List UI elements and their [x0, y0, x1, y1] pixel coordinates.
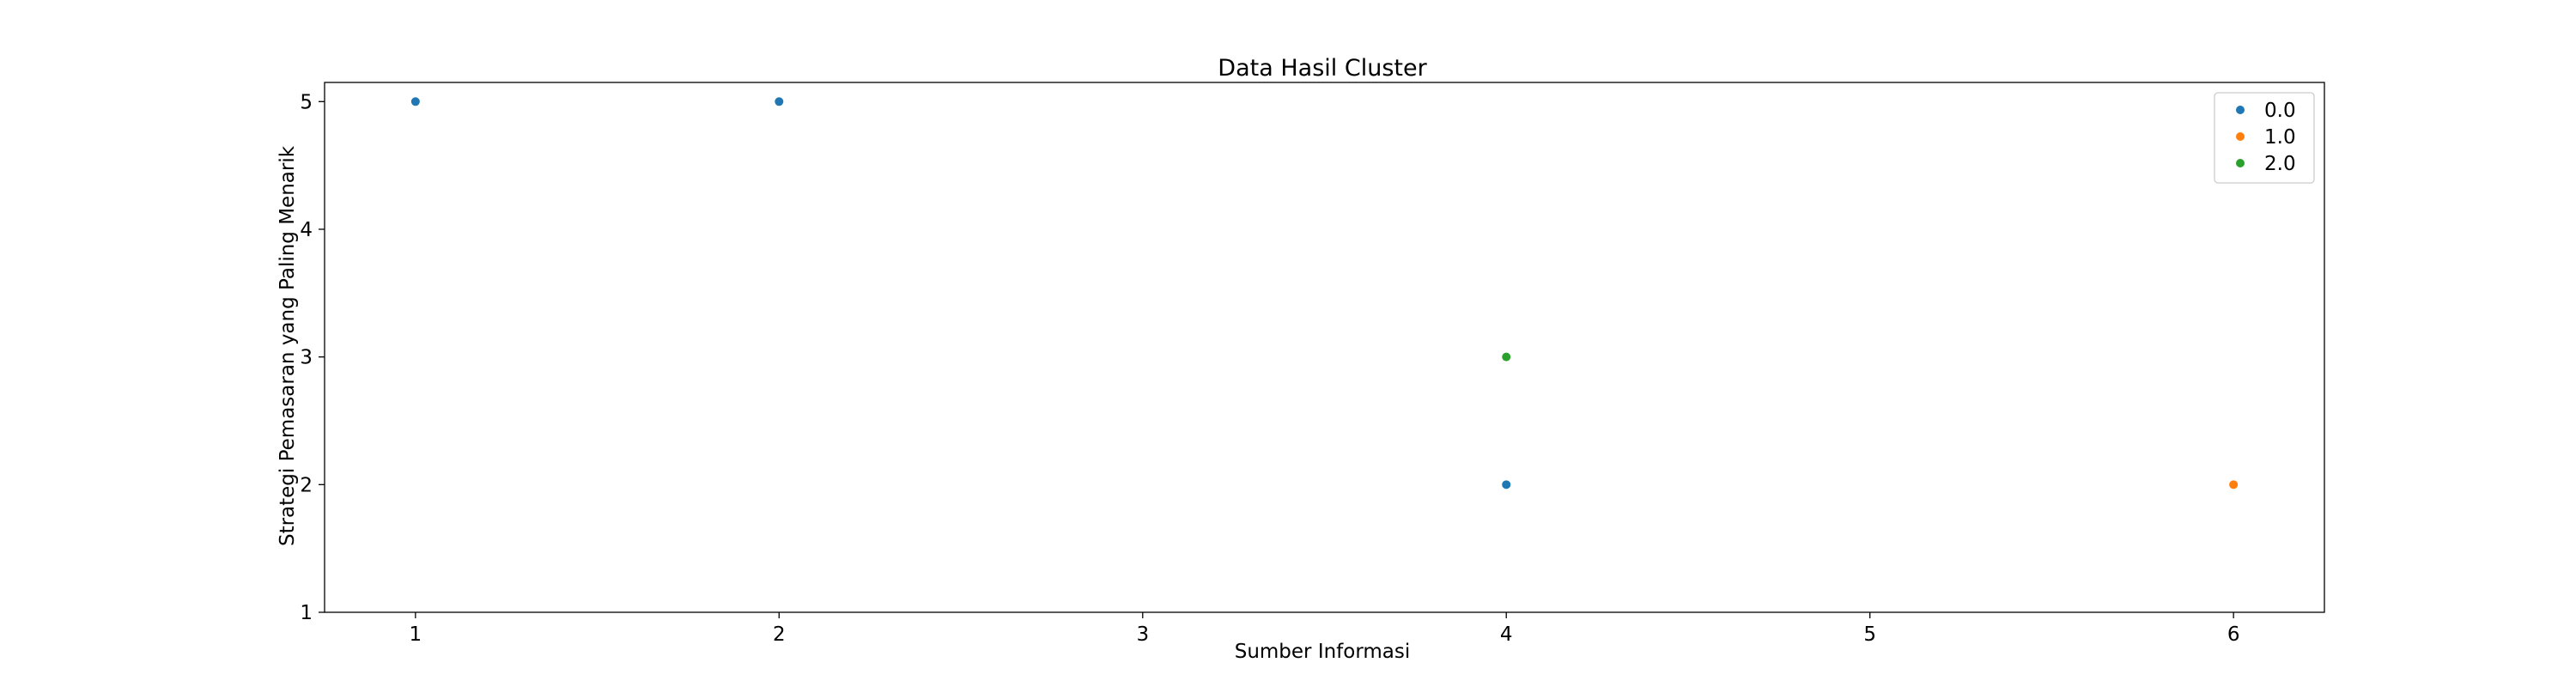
legend-label: 0.0 — [2264, 100, 2296, 122]
y-axis-ticks: 1 2 3 4 5 — [300, 91, 325, 624]
x-tick-label: 2 — [773, 623, 786, 646]
data-point-series-0 — [775, 97, 784, 106]
x-tick-label: 4 — [1500, 623, 1513, 646]
y-tick-label: 3 — [300, 347, 313, 369]
y-axis-label: Strategi Pemasaran yang Paling Menarik — [276, 145, 299, 546]
y-tick-label: 1 — [300, 602, 313, 624]
data-point-series-1 — [2229, 480, 2239, 489]
data-point-series-0 — [410, 97, 420, 106]
x-tick-label: 3 — [1136, 623, 1149, 646]
legend-label: 1.0 — [2264, 126, 2296, 149]
x-axis-ticks: 1 2 3 4 5 6 — [410, 612, 2240, 646]
data-point-series-0 — [1502, 480, 1511, 489]
x-tick-label: 6 — [2227, 623, 2240, 646]
legend-marker — [2236, 159, 2245, 167]
x-axis-label: Sumber Informasi — [1235, 641, 1411, 663]
legend: 0.0 1.0 2.0 — [2214, 92, 2315, 184]
legend-label: 2.0 — [2264, 153, 2296, 175]
y-tick-label: 4 — [300, 219, 313, 241]
x-tick-label: 1 — [410, 623, 422, 646]
data-point-series-2 — [1502, 352, 1511, 362]
y-tick-label: 5 — [300, 91, 313, 113]
data-points — [410, 97, 2239, 489]
chart-title: Data Hasil Cluster — [1218, 55, 1427, 82]
plot-area — [324, 82, 2325, 613]
y-tick-label: 2 — [300, 474, 313, 496]
legend-marker — [2236, 132, 2245, 141]
legend-marker — [2236, 106, 2245, 114]
x-tick-label: 5 — [1863, 623, 1876, 646]
